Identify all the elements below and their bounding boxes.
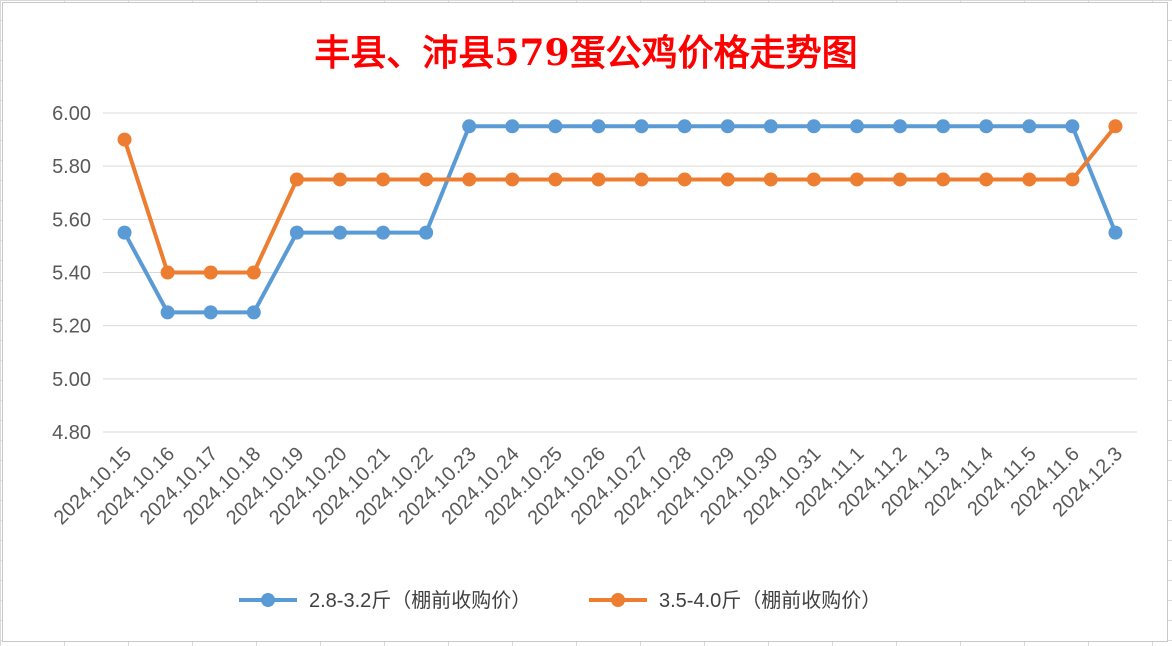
data-point[interactable] xyxy=(548,172,563,187)
data-point[interactable] xyxy=(289,225,304,240)
y-tick-label: 5.60 xyxy=(52,209,91,231)
data-point[interactable] xyxy=(806,172,821,187)
x-axis-ticks: 2024.10.152024.10.162024.10.172024.10.18… xyxy=(50,443,1127,529)
series-line xyxy=(122,124,1118,315)
y-tick-label: 5.40 xyxy=(52,263,91,285)
data-point[interactable] xyxy=(1022,119,1037,134)
series-line xyxy=(122,124,1118,275)
legend-label: 2.8-3.2斤（棚前收购价） xyxy=(309,589,531,612)
chart-title: 丰县、沛县579蛋公鸡价格走势图 xyxy=(314,32,857,74)
y-tick-label: 5.80 xyxy=(52,156,91,178)
data-point[interactable] xyxy=(720,119,735,134)
data-point[interactable] xyxy=(419,172,434,187)
data-point[interactable] xyxy=(160,265,175,280)
data-point[interactable] xyxy=(1022,172,1037,187)
data-point[interactable] xyxy=(289,172,304,187)
data-point[interactable] xyxy=(462,119,477,134)
legend-swatch-marker xyxy=(611,593,625,607)
data-point[interactable] xyxy=(505,119,520,134)
data-point[interactable] xyxy=(462,172,477,187)
data-point[interactable] xyxy=(1065,119,1080,134)
series-group xyxy=(117,119,1123,320)
data-point[interactable] xyxy=(246,305,261,320)
data-point[interactable] xyxy=(634,172,649,187)
data-point[interactable] xyxy=(160,305,175,320)
data-point[interactable] xyxy=(936,119,951,134)
data-point[interactable] xyxy=(979,119,994,134)
data-point[interactable] xyxy=(1065,172,1080,187)
data-point[interactable] xyxy=(548,119,563,134)
legend-item-2[interactable]: 3.5-4.0斤（棚前收购价） xyxy=(589,589,881,612)
data-point[interactable] xyxy=(893,119,908,134)
line-chart: 丰县、沛县579蛋公鸡价格走势图 4.80 5.00 5.20 5.40 5.60 5.8… xyxy=(50,32,1137,612)
data-point[interactable] xyxy=(376,172,391,187)
data-point[interactable] xyxy=(849,119,864,134)
y-tick-label: 5.00 xyxy=(52,369,91,391)
y-tick-label: 5.20 xyxy=(52,316,91,338)
data-point[interactable] xyxy=(591,119,606,134)
data-point[interactable] xyxy=(849,172,864,187)
data-point[interactable] xyxy=(203,265,218,280)
legend: 2.8-3.2斤（棚前收购价） 3.5-4.0斤（棚前收购价） xyxy=(239,589,881,612)
data-point[interactable] xyxy=(720,172,735,187)
data-point[interactable] xyxy=(332,172,347,187)
data-point[interactable] xyxy=(117,225,132,240)
legend-item-1[interactable]: 2.8-3.2斤（棚前收购价） xyxy=(239,589,531,612)
data-point[interactable] xyxy=(806,119,821,134)
data-point[interactable] xyxy=(1108,225,1123,240)
data-point[interactable] xyxy=(936,172,951,187)
data-point[interactable] xyxy=(505,172,520,187)
legend-swatch-marker xyxy=(261,593,275,607)
y-axis-ticks: 4.80 5.00 5.20 5.40 5.60 5.80 6.00 xyxy=(52,103,91,444)
data-point[interactable] xyxy=(376,225,391,240)
y-tick-label: 4.80 xyxy=(52,422,91,444)
legend-label: 3.5-4.0斤（棚前收购价） xyxy=(659,589,881,612)
y-tick-label: 6.00 xyxy=(52,103,91,125)
data-point[interactable] xyxy=(117,132,132,147)
data-point[interactable] xyxy=(1108,119,1123,134)
data-point[interactable] xyxy=(763,119,778,134)
data-point[interactable] xyxy=(203,305,218,320)
series-2 xyxy=(117,119,1123,280)
data-point[interactable] xyxy=(893,172,908,187)
data-point[interactable] xyxy=(246,265,261,280)
data-point[interactable] xyxy=(332,225,347,240)
data-point[interactable] xyxy=(677,172,692,187)
data-point[interactable] xyxy=(979,172,994,187)
data-point[interactable] xyxy=(419,225,434,240)
data-point[interactable] xyxy=(634,119,649,134)
series-1 xyxy=(117,119,1123,320)
data-point[interactable] xyxy=(677,119,692,134)
data-point[interactable] xyxy=(763,172,778,187)
data-point[interactable] xyxy=(591,172,606,187)
